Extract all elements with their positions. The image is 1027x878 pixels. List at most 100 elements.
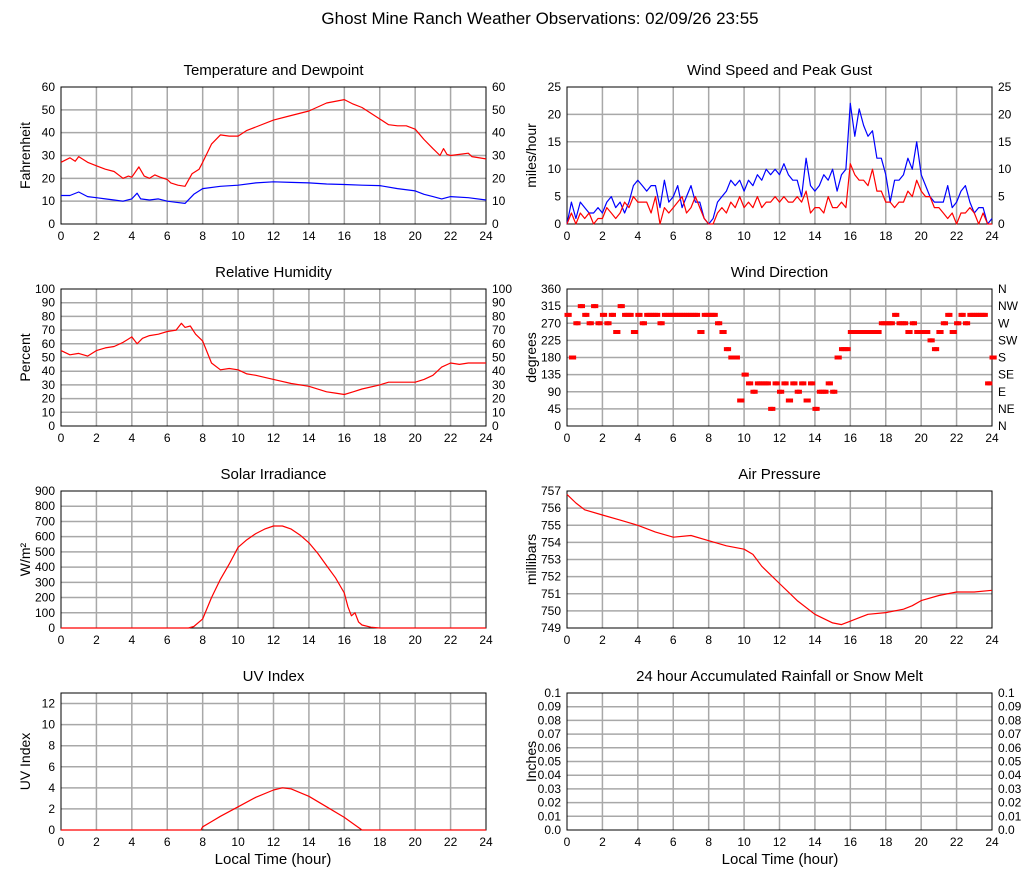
wind-direction-point [805,398,811,403]
y-tick-label-right: 0.01 [998,809,1022,823]
x-tick-label: 4 [634,835,641,849]
wind-direction-point [743,372,749,377]
x-tick-label: 4 [128,835,135,849]
x-tick-label: 20 [408,835,422,849]
x-tick-label: 24 [985,835,999,849]
x-tick-label: 0 [58,835,65,849]
y-tick-label: 752 [541,570,561,584]
x-tick-label: 4 [634,431,641,445]
wind-direction-point [987,381,993,386]
y-tick-label: 0 [48,419,55,433]
x-tick-label: 12 [773,431,787,445]
x-tick-label: 22 [444,431,458,445]
y-tick-label: 6 [48,760,55,774]
y-tick-label-right: 50 [492,103,506,117]
y-tick-label-right: 100 [492,282,512,296]
x-tick-label: 6 [670,633,677,647]
wind-speed-line [566,163,992,225]
y-tick-label: 90 [548,385,562,399]
y-tick-label: 600 [35,530,55,544]
y-tick-label: 754 [541,535,561,549]
y-tick-label-right: 40 [492,364,506,378]
y-tick-label: 25 [548,80,562,94]
y-axis-label: miles/hour [523,123,539,188]
y-tick-label-right: 0 [492,217,499,231]
y-tick-label-right: NE [998,402,1015,416]
wind-direction-point [965,321,971,326]
x-tick-label: 2 [599,633,606,647]
x-tick-label: 24 [479,633,493,647]
x-tick-label: 14 [808,633,822,647]
y-tick-label: 0.0 [544,823,561,837]
wind-direction-point [907,330,913,335]
wind-direction-point [602,312,608,317]
y-tick-label: 4 [48,781,55,795]
x-tick-label: 0 [564,431,571,445]
y-tick-label: 0.04 [538,768,562,782]
x-tick-label: 4 [128,431,135,445]
wind-direction-point [633,330,639,335]
y-tick-label-right: NW [998,299,1019,313]
x-tick-label: 22 [950,229,964,243]
air-pressure-line [566,493,993,626]
y-axis-label: Inches [523,741,539,782]
x-tick-label: 12 [267,835,281,849]
y-tick-label: 0 [48,621,55,635]
dewpoint-line [61,181,487,204]
y-tick-label: 10 [42,194,56,208]
y-tick-label-right: 0.04 [998,768,1022,782]
y-tick-label-right: S [998,351,1006,365]
wind-direction-point [960,312,966,317]
wind-direction-point [566,312,572,317]
y-tick-label: 30 [42,378,56,392]
x-tick-label: 6 [670,835,677,849]
y-tick-label-right: 0.1 [998,686,1015,700]
y-tick-label-right: 10 [492,194,506,208]
x-tick-label: 2 [599,835,606,849]
x-tick-label: 0 [58,633,65,647]
x-tick-label: 8 [705,835,712,849]
wind-direction-point [788,398,794,403]
y-tick-label-right: 0.05 [998,755,1022,769]
y-tick-label: 500 [35,545,55,559]
x-tick-label: 6 [164,431,171,445]
chart-title: Wind Direction [731,264,829,281]
y-tick-label: 751 [541,587,561,601]
y-tick-label-right: 20 [492,392,506,406]
y-tick-label: 0.09 [538,700,562,714]
x-tick-label: 18 [373,229,387,243]
wind-direction-point [717,321,723,326]
wind-direction-point [637,312,643,317]
x-tick-label: 8 [199,835,206,849]
y-tick-label: 100 [35,282,55,296]
chart-title: 24 hour Accumulated Rainfall or Snow Mel… [636,668,924,685]
y-tick-label: 0.1 [544,686,561,700]
y-tick-label: 750 [541,604,561,618]
chart-title: Wind Speed and Peak Gust [687,62,873,79]
wind-direction-point [752,389,758,394]
x-tick-label: 14 [302,229,316,243]
y-tick-label: 0.08 [538,713,562,727]
y-tick-label: 30 [42,149,56,163]
x-tick-label: 12 [773,835,787,849]
wind-direction-point [889,321,895,326]
y-tick-label: 755 [541,518,561,532]
x-tick-label: 16 [844,835,858,849]
y-tick-label: 20 [42,392,56,406]
plot-frame [566,692,993,831]
y-tick-label: 5 [554,190,561,204]
y-tick-label: 10 [548,162,562,176]
wind-direction-point [814,406,820,411]
y-tick-label-right: 15 [998,135,1012,149]
wind-direction-point [628,312,634,317]
plot-frame [60,288,487,427]
y-tick-label-right: 0.08 [998,713,1022,727]
wind-direction-point [774,381,780,386]
y-tick-label-right: 20 [998,107,1012,121]
x-tick-label: 8 [199,431,206,445]
